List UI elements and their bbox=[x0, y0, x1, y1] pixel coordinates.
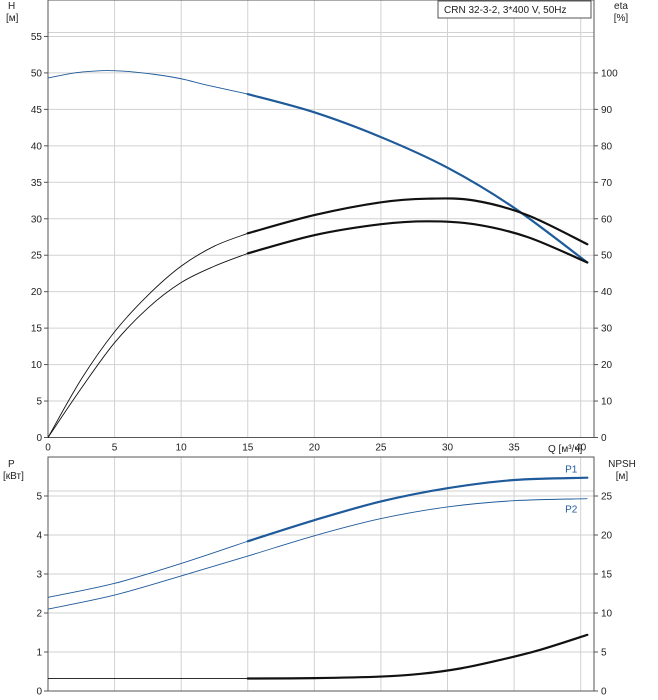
npsh-axis-title: NPSH bbox=[608, 459, 636, 470]
x-axis-tick-label: 20 bbox=[309, 443, 321, 454]
series-line-thick bbox=[246, 92, 589, 264]
series-line-thin bbox=[47, 70, 248, 95]
head-efficiency-axis-labels: H [м] eta [%] Q [м³/ч] bbox=[6, 1, 628, 455]
series-line-thin bbox=[47, 498, 588, 610]
right-axis-tick-label: 20 bbox=[601, 531, 613, 542]
x-axis-tick-label: 35 bbox=[509, 443, 521, 454]
left-axis-tick-label: 3 bbox=[36, 570, 42, 581]
left-axis-tick-label: 45 bbox=[31, 105, 43, 116]
head-efficiency-plot: 0510152025303540455055010203040506070809… bbox=[31, 0, 618, 454]
left-axis-tick-label: 0 bbox=[36, 687, 42, 698]
right-axis-tick-label: 80 bbox=[601, 141, 613, 152]
right-axis-tick-label: 15 bbox=[601, 570, 613, 581]
left-axis-tick-label: 5 bbox=[36, 397, 42, 408]
left-axis-tick-label: 40 bbox=[31, 141, 43, 152]
legend-frame bbox=[437, 0, 592, 19]
x-axis-tick-label: 15 bbox=[242, 443, 254, 454]
series-1 bbox=[47, 197, 589, 438]
left-axis-tick-label: 25 bbox=[31, 251, 43, 262]
left-axis-tick-label: 10 bbox=[31, 360, 43, 371]
right-axis-unit: [%] bbox=[614, 13, 629, 24]
series-line-thick bbox=[246, 633, 589, 680]
series-line-thick bbox=[246, 220, 589, 264]
series-2 bbox=[48, 633, 589, 680]
series-label-p1: P1 bbox=[565, 465, 578, 476]
x-axis-tick-label: 5 bbox=[112, 443, 118, 454]
power-npsh-plot: 0 1 2 3 4 5 0 5 10 15 20 25 P1 P2 bbox=[36, 456, 613, 698]
x-axis-tick-label: 10 bbox=[176, 443, 188, 454]
series-line-thin bbox=[47, 232, 248, 438]
power-axis-unit: [кВт] bbox=[3, 471, 24, 482]
x-axis-title: Q [м³/ч] bbox=[548, 444, 583, 455]
right-axis-tick-label: 0 bbox=[601, 687, 607, 698]
x-axis-tick-label: 40 bbox=[575, 443, 587, 454]
right-axis-tick-label: 10 bbox=[601, 609, 613, 620]
left-axis-tick-label: 20 bbox=[31, 287, 43, 298]
right-axis-tick-label: 10 bbox=[601, 397, 613, 408]
x-axis-tick-label: 30 bbox=[442, 443, 454, 454]
right-axis-tick-label: 20 bbox=[601, 360, 613, 371]
left-axis-tick-label: 4 bbox=[36, 531, 42, 542]
legend-box: CRN 32-3-2, 3*400 V, 50Hz bbox=[437, 0, 592, 19]
series-2 bbox=[47, 220, 589, 438]
series-line-thick bbox=[246, 197, 589, 246]
right-axis-tick-label: 0 bbox=[601, 433, 607, 444]
legend-text: CRN 32-3-2, 3*400 V, 50Hz bbox=[444, 5, 566, 16]
left-axis-tick-label: 2 bbox=[36, 609, 42, 620]
left-axis-unit: [м] bbox=[6, 13, 19, 24]
right-axis-tick-label: 60 bbox=[601, 214, 613, 225]
series-line-thick bbox=[246, 476, 589, 543]
left-axis-tick-label: 50 bbox=[31, 68, 43, 79]
right-axis-tick-label: 100 bbox=[601, 68, 618, 79]
series-1: P2 bbox=[47, 498, 588, 610]
series-0: P1 bbox=[47, 465, 589, 598]
right-axis-tick-label: 40 bbox=[601, 287, 613, 298]
x-axis-tick-label: 0 bbox=[45, 443, 51, 454]
right-axis-tick-label: 90 bbox=[601, 105, 613, 116]
series-line-thin bbox=[47, 252, 248, 438]
right-axis-tick-label: 50 bbox=[601, 251, 613, 262]
power-npsh-axis-labels: P [кВт] NPSH [м] bbox=[3, 459, 636, 482]
power-axis-title: P bbox=[8, 459, 15, 470]
left-axis-tick-label: 55 bbox=[31, 32, 43, 43]
right-axis-title: eta bbox=[614, 1, 628, 12]
left-axis-tick-label: 35 bbox=[31, 178, 43, 189]
left-axis-tick-label: 30 bbox=[31, 214, 43, 225]
right-axis-tick-label: 5 bbox=[601, 648, 607, 659]
series-label-p2: P2 bbox=[565, 505, 578, 516]
right-axis-tick-label: 30 bbox=[601, 324, 613, 335]
left-axis-tick-label: 5 bbox=[36, 492, 42, 503]
left-axis-tick-label: 0 bbox=[36, 433, 42, 444]
right-axis-tick-label: 70 bbox=[601, 178, 613, 189]
x-axis-tick-label: 25 bbox=[375, 443, 387, 454]
left-axis-tick-label: 1 bbox=[36, 648, 42, 659]
left-axis-tick-label: 15 bbox=[31, 324, 43, 335]
series-line-thin bbox=[47, 540, 248, 598]
left-axis-title: H bbox=[8, 1, 15, 12]
series-0 bbox=[47, 70, 589, 264]
npsh-axis-unit: [м] bbox=[616, 471, 629, 482]
right-axis-tick-label: 25 bbox=[601, 492, 613, 503]
